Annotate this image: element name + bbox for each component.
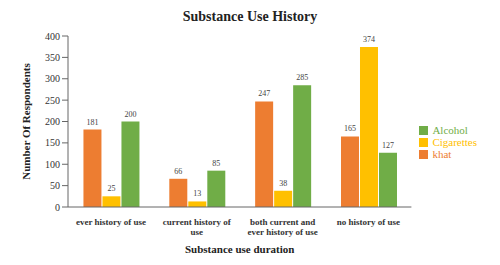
svg-text:use: use — [191, 227, 204, 237]
svg-text:current history of: current history of — [163, 217, 232, 227]
html-text:Alcohol: Alcohol — [432, 123, 468, 136]
svg-text:both current and: both current and — [250, 217, 315, 227]
svg-text:350: 350 — [45, 52, 60, 63]
svg-text:Substance use duration: Substance use duration — [185, 243, 294, 255]
html-text:Substance Use History: Substance Use History — [182, 9, 318, 24]
html-text:Cigarettes: Cigarettes — [432, 135, 477, 148]
svg-text:13: 13 — [193, 189, 201, 198]
svg-text:374: 374 — [363, 35, 375, 44]
html-text:khat: khat — [432, 147, 452, 160]
svg-text:165: 165 — [344, 124, 356, 133]
svg-text:300: 300 — [45, 73, 60, 84]
svg-text:Number Of Respondents: Number Of Respondents — [20, 63, 32, 180]
svg-text:85: 85 — [212, 159, 220, 168]
svg-text:ever history of use: ever history of use — [248, 227, 318, 237]
svg-text:400: 400 — [45, 31, 60, 42]
svg-text:50: 50 — [50, 180, 60, 191]
svg-text:127: 127 — [382, 141, 394, 150]
svg-text:200: 200 — [124, 110, 136, 119]
svg-text:181: 181 — [86, 118, 98, 127]
svg-text:150: 150 — [45, 137, 60, 148]
svg-text:0: 0 — [55, 202, 60, 213]
svg-text:250: 250 — [45, 95, 60, 106]
svg-text:25: 25 — [107, 184, 115, 193]
svg-text:38: 38 — [279, 179, 287, 188]
svg-text:ever history of use: ever history of use — [76, 217, 146, 227]
svg-text:66: 66 — [174, 167, 182, 176]
svg-text:285: 285 — [296, 73, 308, 82]
svg-text:no history of use: no history of use — [337, 217, 400, 227]
svg-text:200: 200 — [45, 116, 60, 127]
svg-text:100: 100 — [45, 159, 60, 170]
svg-text:247: 247 — [258, 89, 270, 98]
